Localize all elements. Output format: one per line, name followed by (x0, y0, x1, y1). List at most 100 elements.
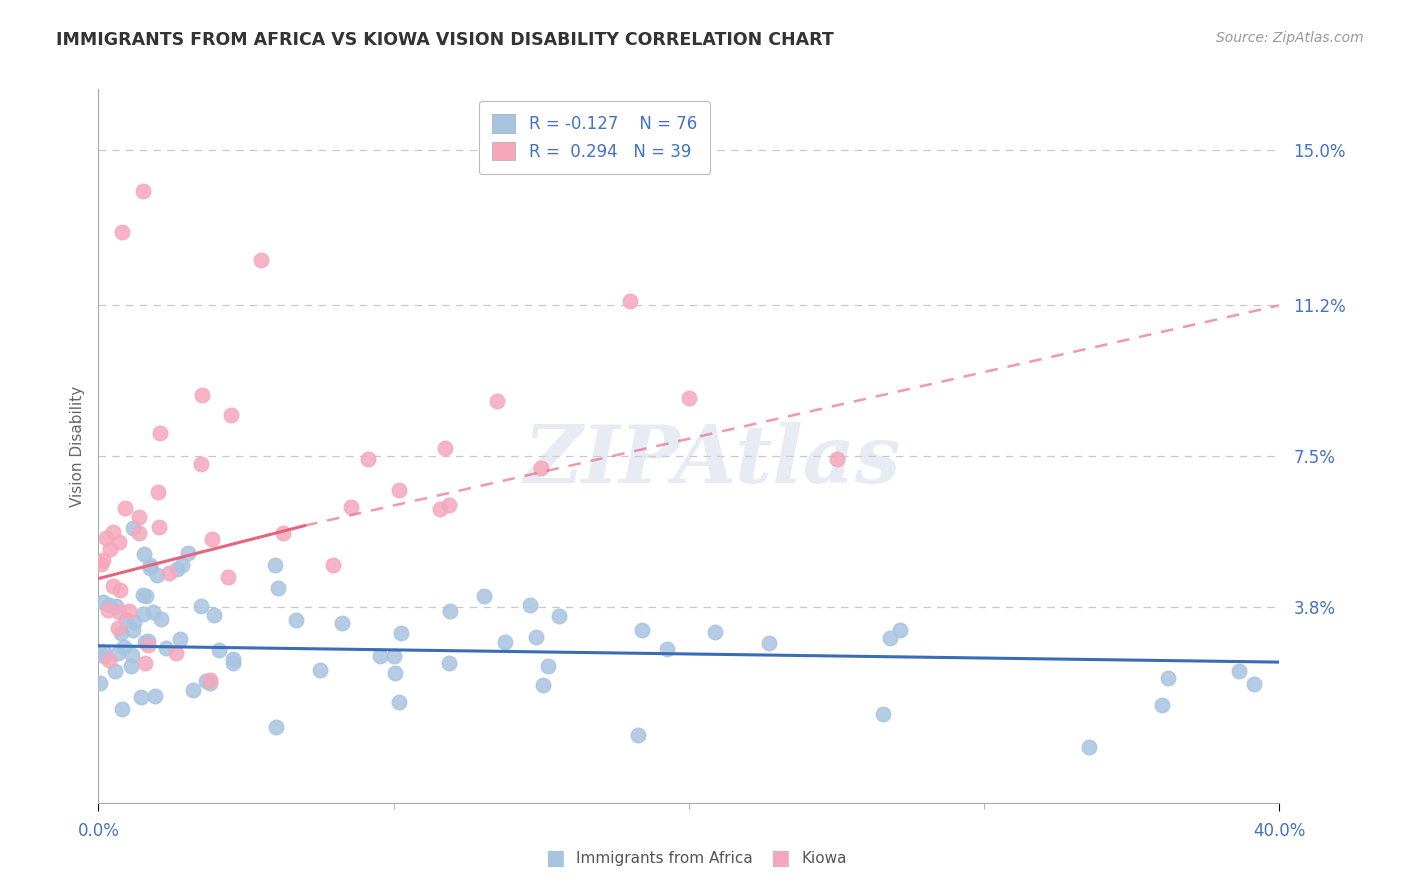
Point (108, 535, 131, 549)
Text: IMMIGRANTS FROM AFRICA VS KIOWA VISION DISABILITY CORRELATION CHART: IMMIGRANTS FROM AFRICA VS KIOWA VISION D… (56, 31, 834, 49)
Point (308, 663, 330, 677)
Point (155, 641, 177, 656)
Point (619, 294, 641, 309)
Point (494, 635, 516, 649)
Point (627, 728, 650, 742)
Point (115, 613, 138, 627)
Point (112, 640, 135, 655)
Point (198, 675, 221, 690)
Point (136, 638, 159, 652)
Point (384, 666, 406, 681)
Point (149, 425, 172, 440)
Point (190, 599, 212, 613)
Point (139, 558, 162, 572)
Point (1077, 739, 1099, 754)
Point (120, 659, 142, 673)
Point (198, 673, 221, 688)
Point (322, 558, 344, 572)
Point (433, 441, 456, 455)
Text: Source: ZipAtlas.com: Source: ZipAtlas.com (1216, 31, 1364, 45)
Point (101, 524, 124, 539)
Point (201, 532, 224, 546)
Point (93, 644, 115, 658)
Point (172, 558, 194, 573)
Point (132, 607, 155, 622)
Point (93, 649, 115, 664)
Point (146, 568, 169, 582)
Point (879, 632, 901, 646)
Point (132, 547, 155, 561)
Point (526, 630, 548, 644)
Point (136, 634, 159, 648)
Point (368, 649, 391, 664)
Point (266, 582, 288, 596)
Text: Kiowa: Kiowa (801, 851, 846, 865)
Point (1243, 677, 1265, 691)
Point (177, 546, 200, 560)
Point (93, 552, 115, 566)
Text: ZIPAtlas: ZIPAtlas (524, 422, 901, 499)
Text: ■: ■ (546, 848, 565, 868)
Point (134, 635, 156, 649)
Point (217, 569, 239, 583)
Point (1156, 671, 1178, 685)
Text: ■: ■ (770, 848, 790, 868)
Text: Immigrants from Africa: Immigrants from Africa (576, 851, 754, 865)
Point (703, 625, 725, 640)
Point (631, 624, 654, 638)
Point (132, 587, 155, 601)
Point (94, 532, 117, 546)
Point (98, 542, 121, 557)
Point (202, 608, 225, 623)
Point (145, 689, 167, 703)
Point (382, 648, 405, 663)
Point (678, 391, 700, 405)
Point (121, 648, 143, 662)
Point (110, 625, 132, 640)
Point (439, 498, 461, 512)
Point (758, 635, 780, 649)
Point (165, 646, 187, 660)
Point (221, 409, 243, 423)
Point (107, 646, 129, 660)
Point (114, 500, 136, 515)
Point (118, 604, 141, 618)
Point (389, 626, 412, 640)
Point (111, 701, 134, 715)
Point (150, 612, 173, 626)
Point (135, 589, 157, 603)
Point (222, 651, 245, 665)
Y-axis label: Vision Disability: Vision Disability (69, 385, 84, 507)
Point (89, 676, 111, 690)
Point (439, 604, 461, 618)
Point (169, 632, 191, 647)
Point (107, 621, 129, 635)
Point (121, 520, 143, 534)
Point (429, 502, 451, 516)
Point (531, 678, 554, 692)
Point (872, 706, 894, 721)
Point (121, 624, 143, 638)
Point (105, 599, 128, 613)
Point (103, 579, 125, 593)
Point (98, 598, 121, 612)
Point (222, 656, 245, 670)
Point (250, 253, 273, 268)
Point (486, 394, 509, 409)
Point (181, 683, 204, 698)
Point (1152, 698, 1174, 712)
Point (191, 388, 214, 402)
Point (330, 616, 353, 631)
Point (122, 615, 145, 629)
Point (132, 184, 155, 198)
Point (548, 609, 571, 624)
Point (128, 509, 150, 524)
Point (142, 605, 165, 619)
Point (195, 674, 218, 689)
Point (530, 461, 553, 475)
Point (519, 599, 541, 613)
Point (207, 642, 229, 657)
Point (285, 613, 308, 627)
Point (388, 695, 411, 709)
Point (340, 500, 363, 515)
